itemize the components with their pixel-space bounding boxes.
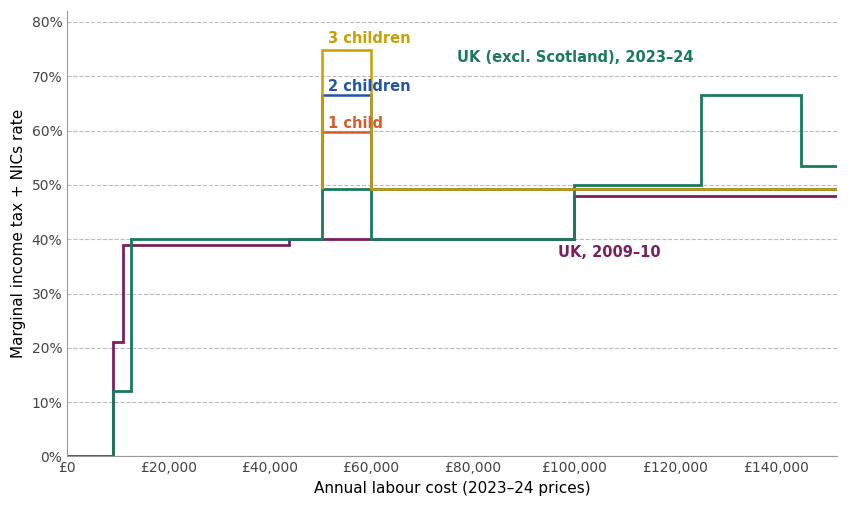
Text: 1 child: 1 child <box>328 116 383 131</box>
Text: UK (excl. Scotland), 2023–24: UK (excl. Scotland), 2023–24 <box>457 50 694 65</box>
X-axis label: Annual labour cost (2023–24 prices): Annual labour cost (2023–24 prices) <box>314 481 590 496</box>
Text: UK, 2009–10: UK, 2009–10 <box>559 245 661 260</box>
Text: 2 children: 2 children <box>328 79 410 94</box>
Y-axis label: Marginal income tax + NICs rate: Marginal income tax + NICs rate <box>11 109 26 358</box>
Text: 3 children: 3 children <box>328 31 410 47</box>
